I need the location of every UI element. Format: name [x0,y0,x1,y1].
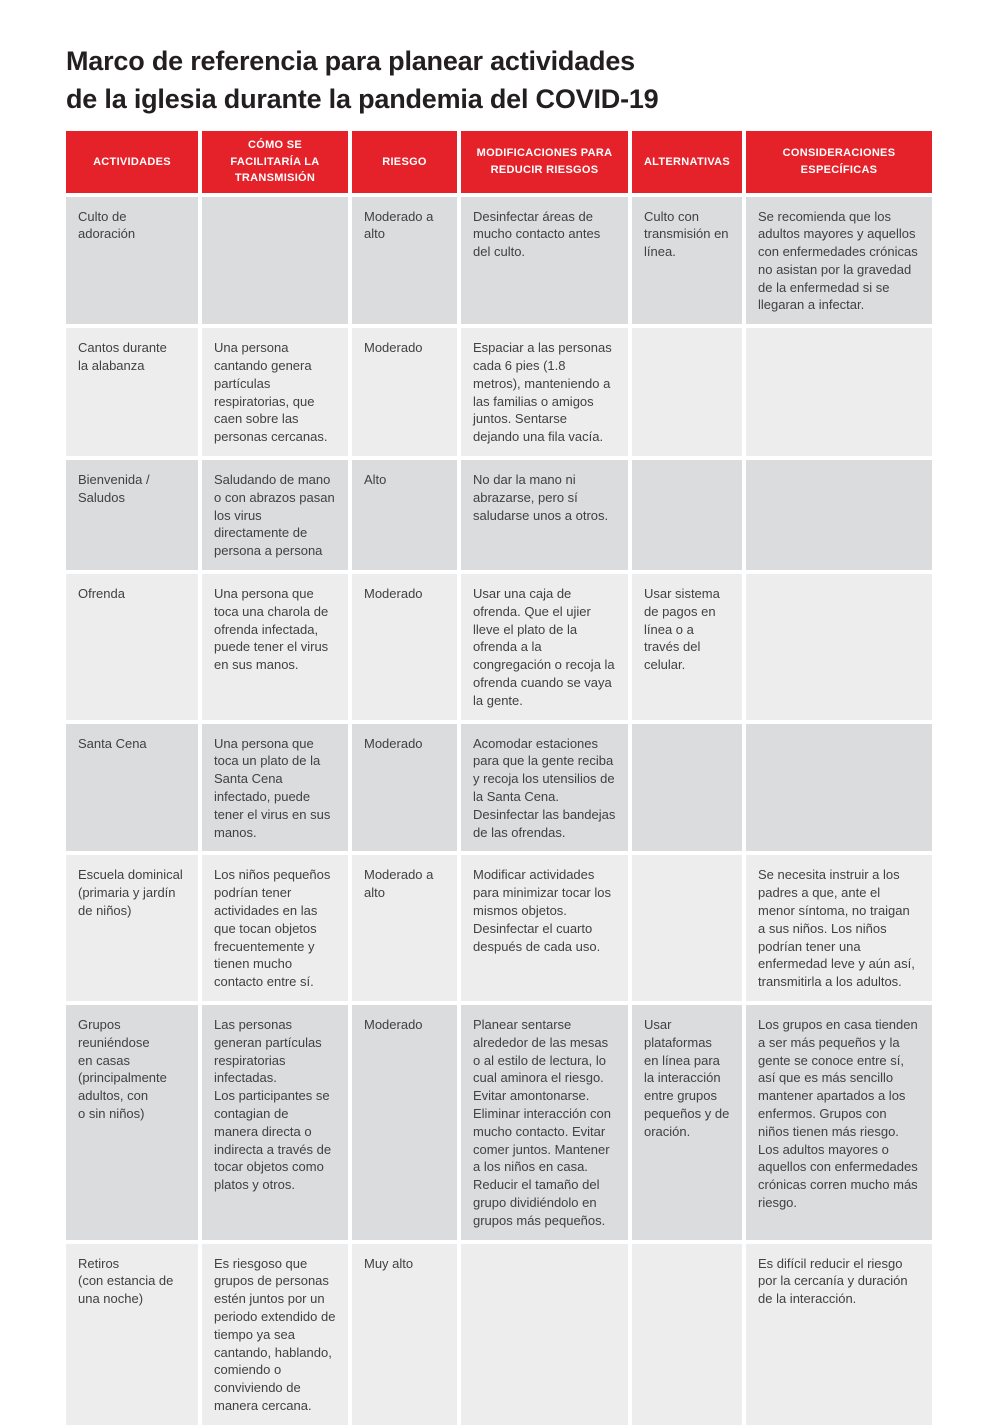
table-cell: Retiros (con estancia de una noche) [66,1243,198,1425]
table-cell: Cantos durante la alabanza [66,328,198,457]
table-cell: Moderado a alto [352,196,457,325]
table-cell: Saludando de mano o con abrazos pasan lo… [202,460,348,571]
table-cell: Moderado [352,723,457,852]
table-cell [746,574,932,720]
table-cell: Planear sentarse alrededor de las mesas … [461,1004,628,1240]
table-cell [632,328,742,457]
table-cell: Grupos reuniéndose en casas (principalme… [66,1004,198,1240]
table-cell: Se necesita instruir a los padres a que,… [746,855,932,1001]
table-cell: Ofrenda [66,574,198,720]
table-cell: Desinfectar áreas de mucho contacto ante… [461,196,628,325]
table-cell: Moderado a alto [352,855,457,1001]
table-cell: Modificar actividades para minimizar toc… [461,855,628,1001]
column-header: RIESGO [352,131,457,193]
table-cell: Es difícil reducir el riesgo por la cerc… [746,1243,932,1425]
table-cell: Bienvenida / Saludos [66,460,198,571]
table-cell: Acomodar estaciones para que la gente re… [461,723,628,852]
table-cell: Culto con transmisión en línea. [632,196,742,325]
table-cell: Una persona cantando genera partículas r… [202,328,348,457]
table-cell: Una persona que toca un plato de la Sant… [202,723,348,852]
table-cell: Muy alto [352,1243,457,1425]
table-cell [746,328,932,457]
table-cell: Moderado [352,1004,457,1240]
table-cell: Escuela dominical (primaria y jardín de … [66,855,198,1001]
activities-table: ACTIVIDADES CÓMO SE FACILITARÍA LA TRANSM… [66,131,932,1425]
table-cell: Espaciar a las personas cada 6 pies (1.8… [461,328,628,457]
column-header: CÓMO SE FACILITARÍA LA TRANSMISIÓN [202,131,348,193]
table-cell: Usar una caja de ofrenda. Que el ujier l… [461,574,628,720]
column-header: ALTERNATIVAS [632,131,742,193]
document-page: Marco de referencia para planear activid… [66,46,932,1425]
table-cell [632,1243,742,1425]
table-cell: Moderado [352,574,457,720]
table-cell [632,460,742,571]
table-cell: Culto de adoración [66,196,198,325]
page-title: Marco de referencia para planear activid… [66,46,659,115]
table-cell: Se recomienda que los adultos mayores y … [746,196,932,325]
table-cell: Usar sistema de pagos en línea o a travé… [632,574,742,720]
table-cell [746,460,932,571]
table-cell [202,196,348,325]
table-cell: Una persona que toca una charola de ofre… [202,574,348,720]
table-cell: Moderado [352,328,457,457]
table-cell: Alto [352,460,457,571]
table-cell: Es riesgoso que grupos de personas estén… [202,1243,348,1425]
table-cell: Usar plataformas en línea para la intera… [632,1004,742,1240]
table-cell [632,855,742,1001]
column-header: MODIFICACIONES PARA REDUCIR RIESGOS [461,131,628,193]
table-cell: No dar la mano ni abrazarse, pero sí sal… [461,460,628,571]
table-cell [746,723,932,852]
table-cell: Las personas generan partículas respirat… [202,1004,348,1240]
column-header: CONSIDERACIONES ESPECÍFICAS [746,131,932,193]
column-header: ACTIVIDADES [66,131,198,193]
table-cell: Los grupos en casa tienden a ser más peq… [746,1004,932,1240]
table-cell [461,1243,628,1425]
table-cell: Santa Cena [66,723,198,852]
table-cell [632,723,742,852]
table-cell: Los niños pequeños podrían tener activid… [202,855,348,1001]
